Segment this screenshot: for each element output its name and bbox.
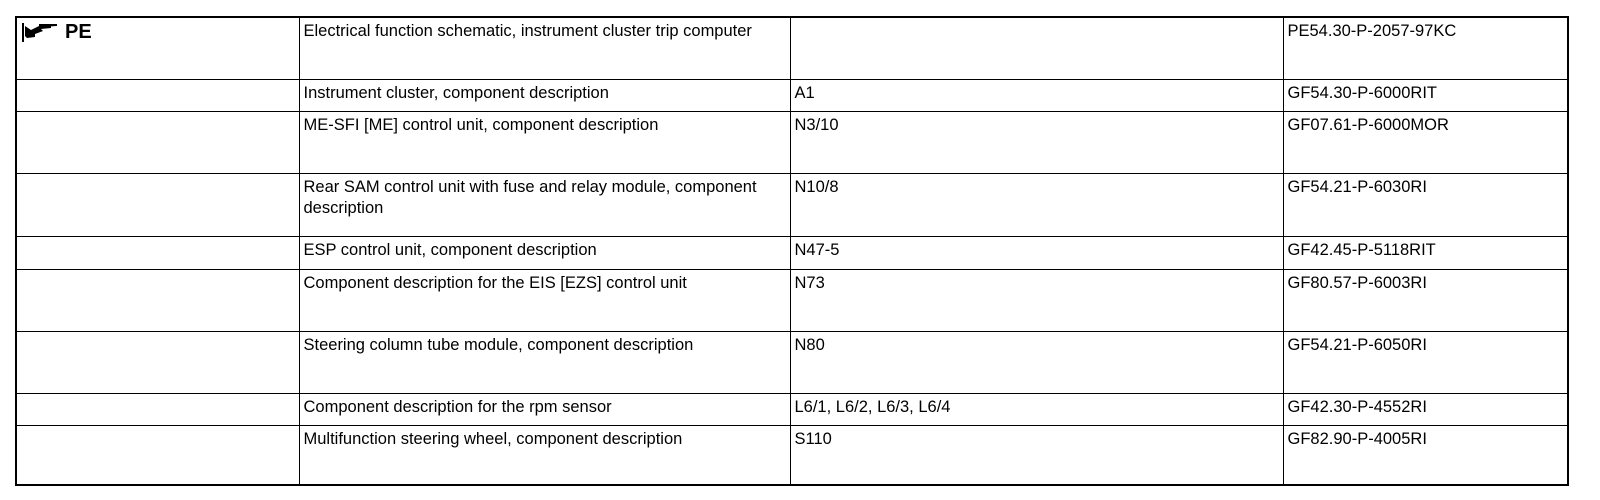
section-cell: [15, 78, 300, 112]
document-number-link[interactable]: GF42.45-P-5118RIT: [1282, 235, 1569, 270]
table-row: Component description for the rpm sensor…: [15, 392, 1569, 426]
section-cell: [15, 172, 300, 237]
section-cell: [15, 268, 300, 332]
section-cell: [15, 235, 300, 270]
table-row: Instrument cluster, component descriptio…: [15, 78, 1569, 112]
designation-cell: S110: [789, 424, 1284, 486]
description-cell: Multifunction steering wheel, component …: [298, 424, 791, 486]
document-number-link[interactable]: GF82.90-P-4005RI: [1282, 424, 1569, 486]
description-cell: Electrical function schematic, instrumen…: [298, 16, 791, 80]
section-label: PE: [65, 20, 92, 43]
description-cell: Steering column tube module, component d…: [298, 330, 791, 394]
document-number-link[interactable]: GF54.21-P-6030RI: [1282, 172, 1569, 237]
table-row: Rear SAM control unit with fuse and rela…: [15, 172, 1569, 237]
description-cell: Rear SAM control unit with fuse and rela…: [298, 172, 791, 237]
designation-cell: [789, 16, 1284, 80]
designation-cell: L6/1, L6/2, L6/3, L6/4: [789, 392, 1284, 426]
description-cell: Instrument cluster, component descriptio…: [298, 78, 791, 112]
designation-cell: N73: [789, 268, 1284, 332]
designation-cell: N10/8: [789, 172, 1284, 237]
description-cell: ME-SFI [ME] control unit, component desc…: [298, 110, 791, 174]
document-number-link[interactable]: GF07.61-P-6000MOR: [1282, 110, 1569, 174]
description-cell: ESP control unit, component description: [298, 235, 791, 270]
document-number-link[interactable]: GF42.30-P-4552RI: [1282, 392, 1569, 426]
section-cell: [15, 424, 300, 486]
document-number-link[interactable]: GF54.21-P-6050RI: [1282, 330, 1569, 394]
document-number-link[interactable]: PE54.30-P-2057-97KC: [1282, 16, 1569, 80]
document-number-link[interactable]: GF54.30-P-6000RIT: [1282, 78, 1569, 112]
pointing-hand-icon: [22, 23, 57, 42]
table-row: Steering column tube module, component d…: [15, 330, 1569, 394]
section-cell: [15, 110, 300, 174]
designation-cell: N47-5: [789, 235, 1284, 270]
table-row: ESP control unit, component description N…: [15, 235, 1569, 270]
table-row: ME-SFI [ME] control unit, component desc…: [15, 110, 1569, 174]
table-row: Component description for the EIS [EZS] …: [15, 268, 1569, 332]
section-cell: PE: [15, 16, 300, 80]
document-number-link[interactable]: GF80.57-P-6003RI: [1282, 268, 1569, 332]
designation-cell: N3/10: [789, 110, 1284, 174]
table-row: Multifunction steering wheel, component …: [15, 424, 1569, 486]
designation-cell: N80: [789, 330, 1284, 394]
reference-table: PE Electrical function schematic, instrum…: [15, 16, 1569, 486]
description-cell: Component description for the EIS [EZS] …: [298, 268, 791, 332]
description-cell: Component description for the rpm sensor: [298, 392, 791, 426]
table-row: PE Electrical function schematic, instrum…: [15, 16, 1569, 80]
designation-cell: A1: [789, 78, 1284, 112]
section-cell: [15, 392, 300, 426]
section-cell: [15, 330, 300, 394]
